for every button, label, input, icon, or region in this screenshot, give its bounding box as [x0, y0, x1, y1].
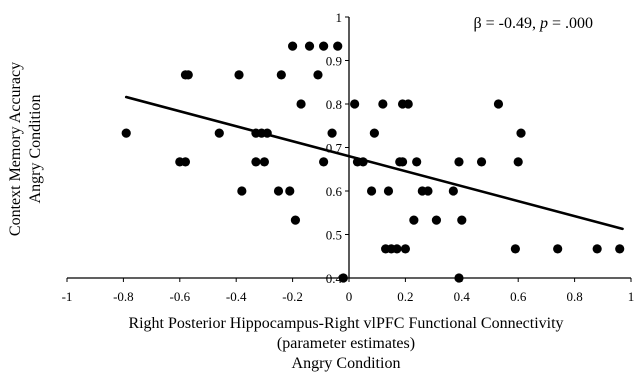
x-tick-label: -0.6	[170, 289, 191, 304]
data-point	[513, 157, 523, 167]
x-tick-label: -0.4	[226, 289, 247, 304]
y-tick-label: 0.4	[326, 271, 343, 286]
data-point	[403, 99, 413, 109]
data-point	[285, 186, 295, 196]
data-point	[234, 70, 244, 80]
data-point	[431, 215, 442, 225]
y-tick-label: 0.6	[326, 184, 343, 199]
data-point	[592, 244, 602, 254]
data-point	[304, 41, 315, 51]
x-tick-label: -1	[62, 289, 73, 304]
data-point	[409, 215, 419, 225]
data-point	[319, 41, 329, 51]
data-point	[366, 186, 377, 196]
trendline	[124, 95, 624, 231]
data-point	[288, 41, 298, 51]
x-tick-label: 0.2	[397, 289, 413, 304]
axes	[66, 16, 632, 282]
data-point	[276, 70, 286, 80]
x-tick-label: 0.6	[510, 289, 527, 304]
data-point	[333, 41, 343, 51]
data-point	[454, 157, 464, 167]
x-tick-label: 1	[628, 289, 634, 304]
data-point	[516, 128, 526, 138]
x-tick-label: 0.4	[454, 289, 471, 304]
data-point	[290, 215, 301, 225]
x-tick-labels: -1 -0.8 -0.6 -0.4 -0.2 0 0.2 0.4 0.6 0.8 1	[62, 289, 634, 304]
data-point	[369, 128, 379, 138]
data-point	[615, 244, 625, 254]
data-point	[237, 186, 247, 196]
y-tick-label: 0.9	[326, 54, 342, 69]
data-point	[423, 186, 433, 196]
data-point	[296, 99, 306, 109]
data-point	[454, 273, 464, 283]
trendline-group	[124, 95, 624, 231]
data-point	[493, 99, 504, 109]
y-tick-label: 1	[336, 10, 343, 25]
data-point	[251, 157, 261, 167]
y-tick-label: 0.5	[326, 228, 342, 243]
data-point	[392, 244, 402, 254]
x-axis-title-line3: Angry Condition	[292, 355, 401, 372]
data-point	[183, 70, 193, 80]
data-point	[313, 70, 323, 80]
data-point	[338, 273, 348, 283]
y-axis-title: Context Memory Accuracy	[7, 62, 24, 236]
x-tick-label: -0.8	[113, 289, 134, 304]
data-point	[273, 186, 284, 196]
x-axis-title: Right Posterior Hippocampus-Right vlPFC …	[128, 315, 563, 332]
data-point	[358, 157, 368, 167]
data-point	[397, 157, 408, 167]
data-point	[327, 128, 337, 138]
data-point	[553, 244, 563, 254]
data-point	[378, 99, 388, 109]
data-point	[319, 157, 329, 167]
data-point	[448, 186, 458, 196]
y-tick-label: 0.8	[326, 97, 342, 112]
data-point	[259, 157, 269, 167]
data-point	[400, 244, 410, 254]
data-point	[350, 99, 360, 109]
data-point	[476, 157, 487, 167]
data-point	[510, 244, 520, 254]
x-tick-label: -0.2	[282, 289, 303, 304]
data-point	[383, 186, 394, 196]
x-tick-label: 0	[346, 289, 353, 304]
y-axis-title-line2: Angry Condition	[27, 95, 44, 204]
data-point	[262, 128, 272, 138]
data-points	[121, 41, 625, 283]
data-point	[180, 157, 191, 167]
data-point	[457, 215, 467, 225]
y-tick-labels: 0.40.50.60.70.80.91	[326, 10, 343, 286]
data-point	[214, 128, 224, 138]
x-axis-title-line2: (parameter estimates)	[277, 335, 415, 352]
statistics-annotation: β = -0.49, p = .000	[473, 15, 593, 32]
data-point	[121, 128, 131, 138]
x-tick-label: 0.8	[566, 289, 582, 304]
data-point	[412, 157, 422, 167]
